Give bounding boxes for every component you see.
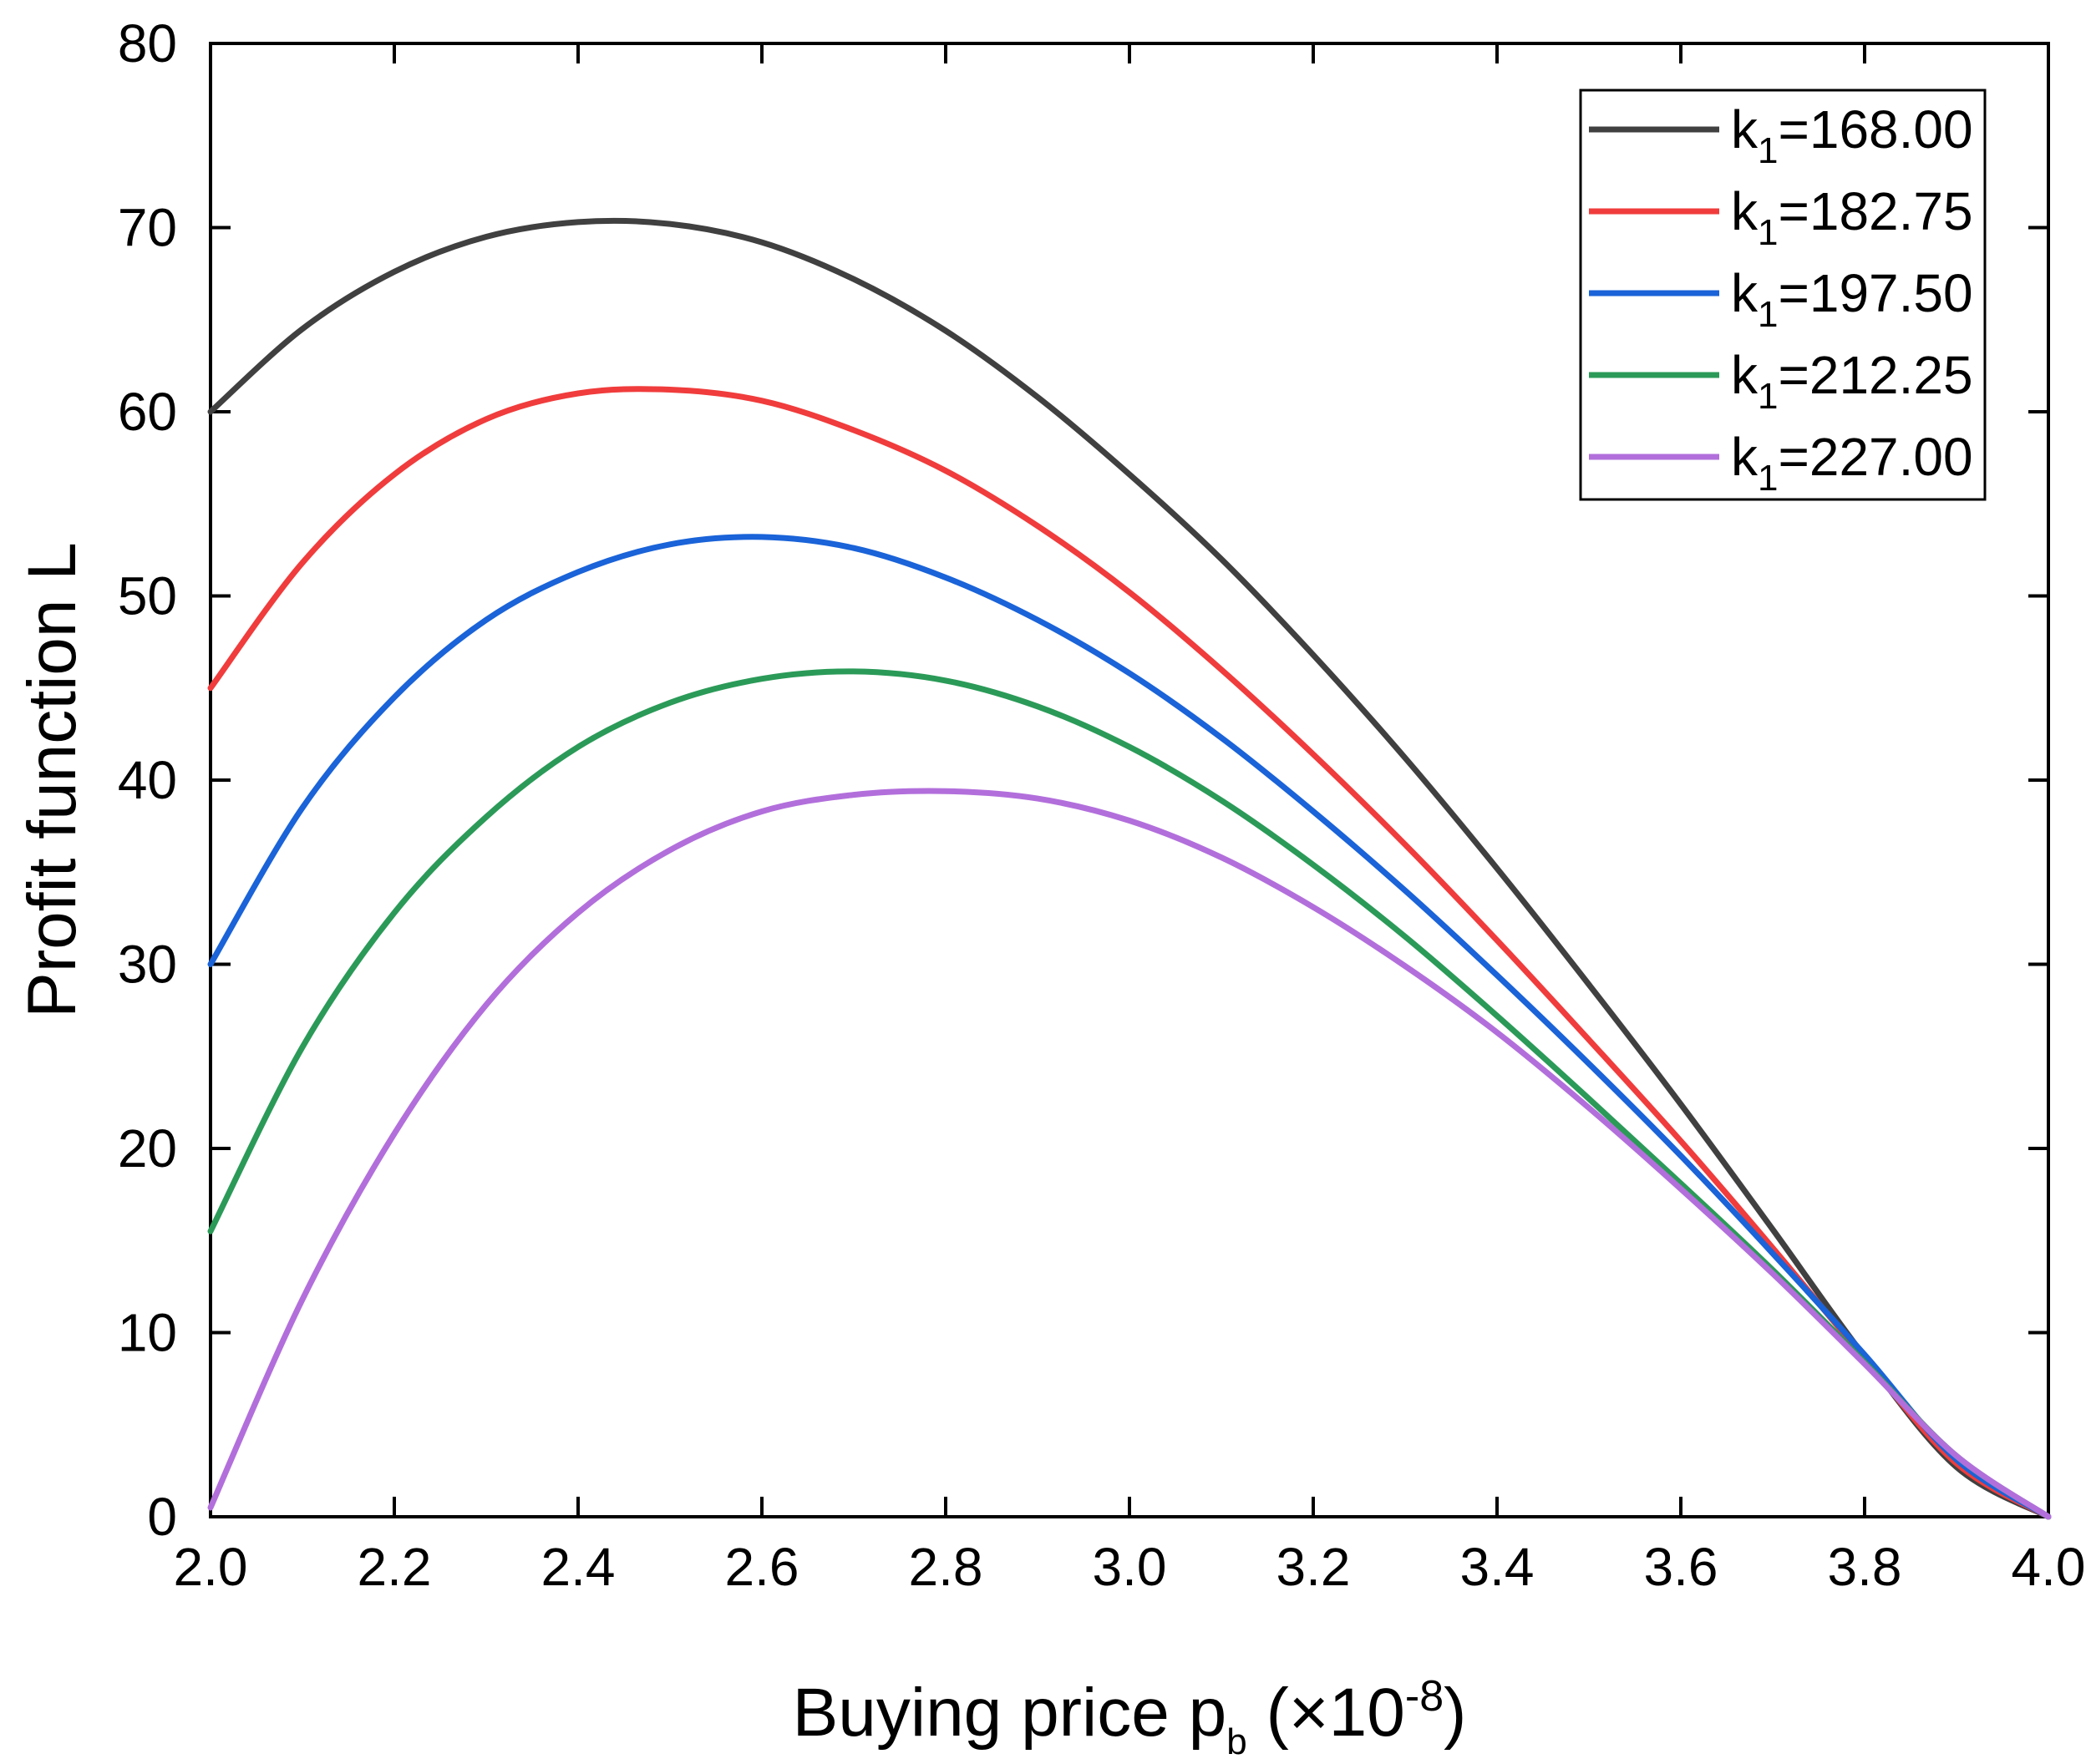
legend: k1=168.00k1=182.75k1=197.50k1=212.25k1=2…: [1579, 89, 1987, 501]
x-tick-label: 2.8: [909, 1537, 983, 1597]
legend-label-value: =227.00: [1778, 427, 1972, 487]
legend-label-0: k1=168.00: [1731, 99, 1973, 171]
legend-label-sub: 1: [1758, 376, 1778, 417]
legend-label-main: k: [1731, 263, 1759, 323]
legend-entries: k1=168.00k1=182.75k1=197.50k1=212.25k1=2…: [1589, 99, 1973, 499]
legend-label-sub: 1: [1758, 294, 1778, 335]
x-tick-label: 3.2: [1276, 1537, 1351, 1597]
legend-label-3: k1=212.25: [1731, 345, 1973, 417]
series-line-1: [207, 386, 2052, 1520]
y-tick-label: 40: [118, 750, 177, 810]
x-axis-title-close: ): [1444, 1675, 1466, 1751]
y-tick-label: 20: [118, 1118, 177, 1179]
legend-label-main: k: [1731, 181, 1759, 241]
series-line-2: [207, 534, 2052, 1520]
legend-label-value: =197.50: [1778, 263, 1972, 323]
x-axis-title: Buying price pb (×10-8): [793, 1672, 1467, 1762]
legend-label-main: k: [1731, 427, 1759, 487]
y-tick-label: 30: [118, 935, 177, 995]
x-tick-label: 4.0: [2012, 1537, 2086, 1597]
x-axis-title-sub: b: [1226, 1721, 1246, 1762]
y-tick-label: 50: [118, 566, 177, 626]
x-tick-label: 3.0: [1093, 1537, 1167, 1597]
y-tick-label: 70: [118, 198, 177, 258]
y-axis-title: Profit function L: [14, 542, 90, 1018]
y-tick-label: 0: [147, 1487, 177, 1547]
series-line-0: [207, 217, 2052, 1520]
legend-label-sub: 1: [1758, 130, 1778, 171]
series-line-4: [207, 788, 2052, 1520]
legend-label-sub: 1: [1758, 458, 1778, 499]
x-tick-label: 3.4: [1460, 1537, 1535, 1597]
y-tick-label: 60: [118, 382, 177, 442]
x-tick-label: 3.8: [1828, 1537, 1902, 1597]
legend-label-2: k1=197.50: [1731, 263, 1973, 335]
legend-label-main: k: [1731, 99, 1759, 160]
x-tick-label: 2.2: [358, 1537, 432, 1597]
legend-label-value: =168.00: [1778, 99, 1972, 160]
x-tick-label: 2.4: [541, 1537, 616, 1597]
legend-label-4: k1=227.00: [1731, 427, 1973, 499]
y-tick-label: 10: [118, 1303, 177, 1363]
legend-label-1: k1=182.75: [1731, 181, 1973, 253]
x-axis-title-main: Buying price p: [793, 1675, 1227, 1751]
legend-label-sub: 1: [1758, 212, 1778, 253]
x-tick-label: 3.6: [1644, 1537, 1718, 1597]
legend-label-value: =212.25: [1778, 345, 1972, 405]
x-axis-title-open: (×10: [1247, 1675, 1405, 1751]
legend-label-value: =182.75: [1778, 181, 1972, 241]
x-tick-label: 2.0: [174, 1537, 248, 1597]
series-line-3: [207, 668, 2052, 1520]
axis-ticks: 2.0 2.2 2.4 2.6 2.8 3.0 3.2 3.4 3.6 3.8 4.0 0 10 20 30…: [118, 13, 2086, 1597]
y-tick-label: 80: [118, 13, 177, 74]
x-axis-title-exponent: -8: [1405, 1672, 1444, 1721]
legend-label-main: k: [1731, 345, 1759, 405]
series-group: [207, 217, 2052, 1520]
x-tick-label: 2.6: [725, 1537, 799, 1597]
